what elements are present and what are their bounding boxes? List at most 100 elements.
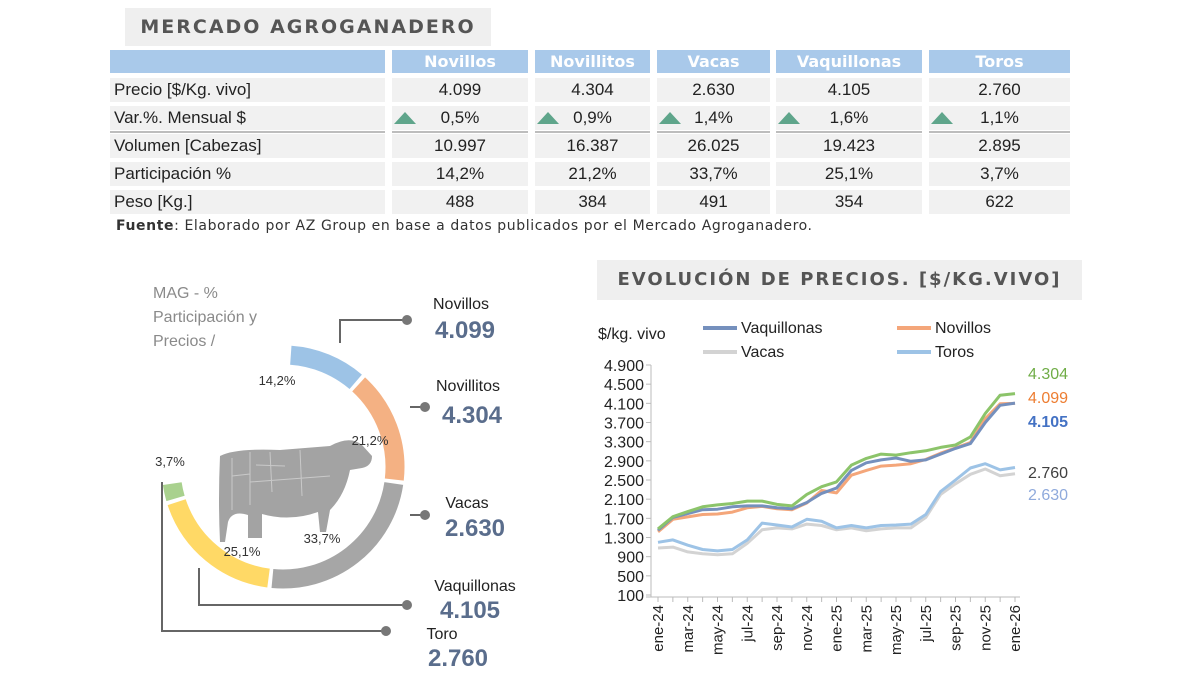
table-header-blank [110,50,385,73]
y-tick-label: 1.300 [604,531,644,548]
up-arrow-icon [931,112,953,124]
slice-percent-label: 21,2% [352,433,389,448]
row-divider [657,131,770,133]
x-tick-label: ene-24 [650,605,667,652]
table-cell: 33,7% [657,162,770,186]
leader-dot [402,315,412,325]
table-cell: 0,5% [392,106,528,130]
leader-dot [402,600,412,610]
leader-line-vaquillonas [198,568,407,606]
y-tick-label: 2.500 [604,473,644,490]
row-divider [776,131,922,133]
end-label-toros: 2.760 [1028,465,1068,482]
category-price: 2.630 [445,515,505,542]
slice-percent-label: 14,2% [259,373,296,388]
series-line-novillos [657,401,1016,533]
y-tick-label: 500 [617,569,644,586]
donut-title-line: Precios / [153,333,216,350]
x-tick-label: mar-25 [858,605,875,653]
category-label: Vaquillonas [434,578,516,595]
source-text: : Elaborado por AZ Group en base a datos… [174,218,813,234]
row-divider [392,131,528,133]
series-line-vaquillonas [657,401,1016,532]
legend-label-vacas: Vacas [741,344,784,361]
end-label-novillos: 4.099 [1028,390,1068,407]
y-axis-label: $/kg. vivo [598,326,666,343]
y-tick-label: 1.700 [604,511,644,528]
legend-label-vaquillonas: Vaquillonas [741,320,823,337]
row-divider [535,131,650,133]
leader-line-toro [161,482,386,632]
legend-label-toros: Toros [935,344,974,361]
series-line-novillitos [657,392,1016,531]
column-header-vaquillonas: Vaquillonas [776,50,922,73]
row-label: Var.%. Mensual $ [110,106,385,130]
end-label-novillitos: 4.304 [1028,366,1068,383]
y-tick-label: 3.700 [604,416,644,433]
legend-label-novillos: Novillos [935,320,991,337]
table-cell: 491 [657,190,770,214]
donut-slice-vacas [271,481,404,589]
table-cell: 1,4% [657,106,770,130]
donut-slice-novillos [289,345,362,390]
y-tick-label: 2.100 [604,492,644,509]
donut-slice-novillitos [352,377,405,481]
row-label: Precio [$/Kg. vivo] [110,78,385,102]
slice-percent-label: 25,1% [224,544,261,559]
x-tick-label: sep-25 [948,605,965,651]
x-tick-label: sep-24 [769,605,786,651]
table-cell: 488 [392,190,528,214]
table-cell: 354 [776,190,922,214]
table-cell: 0,9% [535,106,650,130]
column-header-novillos: Novillos [392,50,528,73]
category-price: 4.304 [442,402,503,429]
row-divider [110,131,385,133]
category-price: 2.760 [428,645,488,672]
x-tick-label: ene-25 [829,605,846,652]
table-cell: 1,6% [776,106,922,130]
table-cell: 3,7% [929,162,1070,186]
category-price: 4.105 [440,597,500,624]
x-tick-label: may-25 [888,605,905,655]
column-header-novillitos: Novillitos [535,50,650,73]
x-tick-label: ene-26 [1007,605,1024,652]
y-tick-label: 4.900 [604,358,644,375]
row-label: Participación % [110,162,385,186]
row-label: Volumen [Cabezas] [110,134,385,158]
x-tick-label: nov-24 [799,605,816,651]
leader-dot [381,626,391,636]
y-tick-label: 2.900 [604,454,644,471]
donut-title-line: Participación y [153,309,257,326]
y-tick-label: 4.100 [604,396,644,413]
donut-slice-toro [162,482,185,502]
series-line-vacas [657,467,1016,557]
table-cell: 622 [929,190,1070,214]
up-arrow-icon [537,112,559,124]
row-divider [929,131,1070,133]
cow-body [219,440,372,542]
leader-dot [420,402,430,412]
main-title: MERCADO AGROGANADERO [125,8,491,46]
table-cell: 2.760 [929,78,1070,102]
end-label-vacas: 2.630 [1028,487,1068,504]
cow-icon [219,440,372,542]
y-tick-label: 3.300 [604,435,644,452]
slice-percent-label: 33,7% [304,531,341,546]
table-cell: 26.025 [657,134,770,158]
table-cell: 2.895 [929,134,1070,158]
category-label: Toro [426,626,457,643]
donut-slice-vaquillonas [167,498,270,588]
up-arrow-icon [659,112,681,124]
table-cell: 25,1% [776,162,922,186]
category-label: Novillos [433,296,489,313]
category-label: Novillitos [436,378,500,395]
x-tick-label: jul-24 [739,605,756,643]
table-cell: 4.304 [535,78,650,102]
up-arrow-icon [778,112,800,124]
table-cell: 2.630 [657,78,770,102]
category-label: Vacas [445,495,488,512]
table-cell: 21,2% [535,162,650,186]
leader-line-novillos [339,319,407,343]
table-cell: 384 [535,190,650,214]
leader-dot [420,510,430,520]
